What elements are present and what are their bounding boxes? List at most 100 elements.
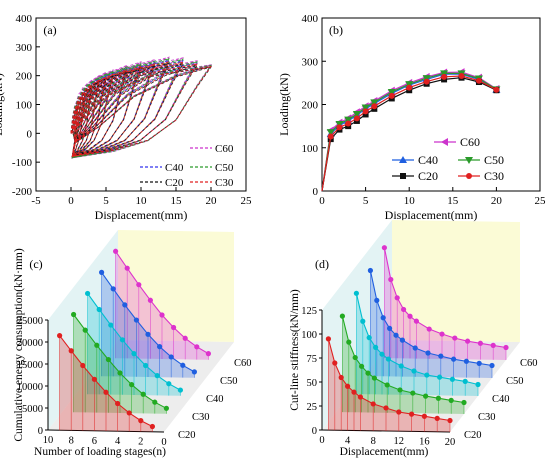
panel-d-point bbox=[425, 350, 431, 356]
panel-b-y-axis-label: Loading(kN) bbox=[277, 73, 291, 136]
panel-b-y-tick-label: 100 bbox=[302, 143, 319, 155]
panel-d-point bbox=[438, 353, 444, 359]
panel-d-point bbox=[373, 344, 379, 350]
panel-c-z-tick-label: 5000 bbox=[22, 404, 43, 415]
panel-c-series-c60 bbox=[113, 248, 211, 360]
panel-d-x-tick-label: 12 bbox=[394, 436, 405, 447]
panel-d-point bbox=[381, 245, 387, 251]
panel-d-series-c20 bbox=[325, 336, 453, 432]
panel-a-loop bbox=[70, 64, 212, 159]
panel-a-x-tick-label: 20 bbox=[206, 195, 218, 207]
panel-b-x-tick-label: 5 bbox=[363, 195, 369, 207]
panel-d-point bbox=[421, 413, 427, 419]
panel-b-marker bbox=[345, 120, 352, 127]
panel-d-point bbox=[371, 375, 377, 381]
panel-a-loop bbox=[70, 61, 170, 157]
panel-b-x-tick-label: 20 bbox=[491, 195, 503, 207]
panel-c-point bbox=[163, 405, 169, 411]
panel-c-series-label-c20: C20 bbox=[178, 430, 196, 441]
panel-d-x-tick-label: 4 bbox=[345, 435, 351, 446]
panel-c-point bbox=[205, 351, 211, 357]
panel-d-floor bbox=[322, 340, 520, 432]
panel-d-point bbox=[448, 397, 454, 403]
panel-c-point bbox=[166, 381, 172, 387]
panel-d-point bbox=[439, 331, 445, 337]
panel-c-z-tick-label: 10000 bbox=[17, 382, 43, 393]
panel-d-area bbox=[370, 270, 492, 378]
panel-b-marker bbox=[362, 111, 369, 118]
panel-c-series-c30 bbox=[71, 311, 169, 414]
panel-c-z-tick-label: 20000 bbox=[17, 338, 43, 349]
panel-b-y-tick-label: 400 bbox=[302, 13, 319, 25]
panel-d-point bbox=[394, 295, 400, 301]
panel-a-loop bbox=[70, 62, 184, 157]
panel-a-loop bbox=[70, 58, 170, 159]
panel-c-point bbox=[57, 333, 63, 339]
panel-c-point bbox=[138, 418, 144, 424]
panel-a-loop bbox=[70, 61, 184, 157]
panel-c-point bbox=[194, 344, 200, 350]
panel-c-point bbox=[143, 362, 149, 369]
panel-c-point bbox=[191, 369, 197, 375]
panel-c-point bbox=[71, 311, 77, 318]
panel-a-loop bbox=[70, 61, 156, 158]
panel-d-point bbox=[384, 382, 390, 388]
panel-c-z-tick-label: 0 bbox=[38, 426, 43, 437]
panel-d-point bbox=[477, 340, 483, 346]
panel-c-x-tick-label: 6 bbox=[92, 436, 97, 447]
panel-d-point bbox=[407, 313, 413, 319]
panel-d-point bbox=[338, 374, 344, 381]
panel-b-panel-label: (b) bbox=[329, 23, 343, 37]
panel-c-point bbox=[159, 312, 165, 318]
panel-d-point bbox=[434, 415, 440, 421]
panel-d-x-axis-label: Displacement(mm) bbox=[340, 446, 429, 458]
panel-d-point bbox=[476, 360, 482, 366]
panel-d-point bbox=[426, 326, 432, 332]
panel-a-y-tick-label: -200 bbox=[12, 186, 33, 198]
panel-a-legend-label-c60: C60 bbox=[215, 143, 234, 155]
panel-d-z-tick-label: 125 bbox=[301, 306, 317, 317]
panel-a-loop bbox=[70, 104, 79, 156]
panel-c-point bbox=[177, 387, 183, 393]
panel-b-y-tick-label: 200 bbox=[302, 100, 319, 112]
panel-a-x-tick-label: 25 bbox=[241, 195, 253, 207]
panel-d-series-label-c50: C50 bbox=[506, 376, 524, 387]
panel-c-back-wall bbox=[118, 230, 234, 342]
panel-d-point bbox=[393, 332, 399, 338]
panel-d-point bbox=[451, 356, 457, 362]
panel-d-point bbox=[399, 337, 405, 343]
panel-c-x-tick-label: 2 bbox=[138, 437, 143, 448]
panel-b-marker bbox=[458, 72, 465, 79]
panel-d-point bbox=[351, 389, 357, 395]
panel-d-panel-label: (d) bbox=[315, 257, 329, 271]
panel-c-point bbox=[133, 317, 139, 323]
panel-d-series-label-c30: C30 bbox=[478, 412, 496, 423]
panel-b-marker bbox=[493, 86, 500, 93]
panel-c-point bbox=[182, 335, 188, 341]
panel-c-point bbox=[140, 391, 146, 397]
panel-c-point bbox=[119, 337, 125, 343]
panel-c-point bbox=[105, 356, 111, 363]
panel-d-point bbox=[357, 394, 363, 400]
panel-b-marker bbox=[370, 99, 379, 107]
panel-a-y-tick-label: 200 bbox=[16, 71, 33, 83]
panel-b-marker bbox=[327, 133, 334, 140]
panel-c-z-tick-label: 25000 bbox=[17, 316, 43, 327]
panel-c-point bbox=[149, 423, 155, 430]
panel-a-loop bbox=[70, 63, 156, 158]
panel-d-z-tick-label: 50 bbox=[307, 378, 318, 389]
panel-b-legend-label-c40: C40 bbox=[418, 153, 438, 167]
panel-d-z-tick-label: 100 bbox=[301, 330, 317, 341]
panel-d-point bbox=[346, 339, 352, 345]
panel-d-point bbox=[352, 354, 358, 361]
panel-b-x-tick-label: 0 bbox=[319, 195, 325, 207]
panel-d-point bbox=[463, 358, 469, 364]
panel-d-point bbox=[409, 411, 415, 417]
panel-c-point bbox=[171, 324, 177, 331]
panel-c-series-label-c50: C50 bbox=[220, 376, 238, 387]
panel-c-point bbox=[94, 342, 100, 348]
panel-c-point bbox=[168, 354, 174, 360]
panel-d-point bbox=[435, 395, 441, 401]
panel-a-x-tick-label: 5 bbox=[103, 195, 109, 207]
panel-b-marker bbox=[388, 92, 395, 99]
